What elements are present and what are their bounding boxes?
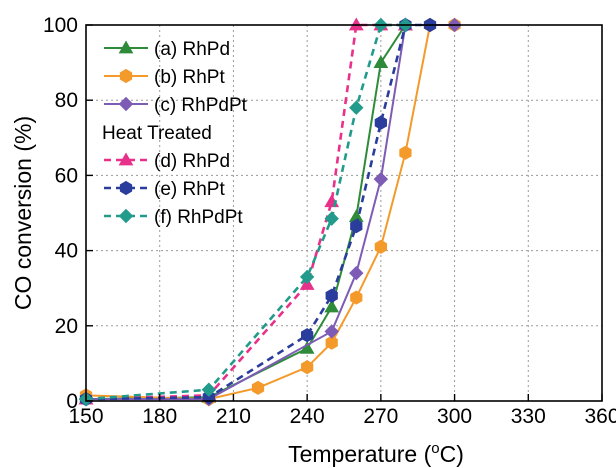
data-point — [350, 290, 363, 305]
y-tick-label: 40 — [55, 240, 78, 263]
data-point — [301, 328, 314, 343]
data-point — [251, 380, 265, 395]
data-point — [324, 324, 339, 339]
x-tick-label: 240 — [290, 405, 325, 428]
legend-label: (e) RhPt — [154, 179, 225, 200]
data-point — [201, 382, 217, 397]
data-point — [325, 335, 338, 350]
series-group — [78, 17, 462, 407]
x-tick-label: 210 — [216, 405, 251, 428]
legend-swatch-marker — [118, 40, 134, 54]
legend-swatch-marker — [118, 152, 134, 166]
data-point — [324, 299, 340, 313]
legend-item: (b) RhPt — [104, 67, 225, 88]
legend-group-title: Heat Treated — [102, 123, 212, 144]
data-point — [348, 17, 364, 31]
series-line — [85, 24, 455, 401]
data-point — [349, 100, 364, 115]
legend-label: (d) RhPd — [154, 151, 230, 172]
x-tick-label: 330 — [511, 405, 546, 428]
legend-swatch-marker — [119, 180, 133, 196]
y-tick-label: 100 — [43, 14, 78, 37]
legend-item: (c) RhPdPt — [104, 95, 248, 116]
x-tick-label: 150 — [68, 405, 103, 428]
legend-swatch-marker — [119, 68, 133, 84]
series-6 — [78, 17, 413, 407]
x-tick-label: 360 — [584, 405, 616, 428]
legend-swatch-marker — [118, 96, 134, 112]
data-point — [349, 265, 364, 281]
data-point — [374, 239, 387, 254]
series-line — [86, 24, 455, 401]
x-tick-label: 180 — [142, 405, 177, 428]
data-point — [374, 115, 387, 130]
data-point — [325, 288, 338, 303]
y-tick-label: 80 — [55, 89, 78, 112]
legend-swatch-marker — [118, 208, 134, 224]
x-axis-label: Temperature (oC) — [288, 440, 464, 467]
y-tick-label: 20 — [55, 315, 78, 338]
legend-label: (f) RhPdPt — [154, 207, 243, 228]
x-tick-label: 300 — [437, 405, 472, 428]
legend-label: (b) RhPt — [154, 67, 225, 88]
y-axis-label: CO conversion (%) — [10, 116, 36, 310]
plot-frame — [85, 24, 603, 402]
data-point — [373, 55, 389, 68]
data-point — [399, 145, 412, 160]
data-point — [324, 211, 339, 226]
y-tick-label: 60 — [55, 164, 78, 187]
legend: Heat Treated (a) RhPd (b) RhPt (c) RhPdPt (d… — [102, 39, 248, 228]
ticks: 150 180 210 240 270 300 330 360 0 20 40 60 80 100 — [43, 14, 616, 428]
legend-item: (e) RhPt — [104, 179, 225, 200]
data-point — [350, 219, 363, 234]
legend-item: (a) RhPd — [104, 39, 230, 60]
data-point — [301, 360, 314, 375]
x-tick-label: 270 — [363, 405, 398, 428]
grid — [86, 25, 602, 401]
legend-item: (f) RhPdPt — [104, 207, 243, 228]
y-tick-label: 0 — [66, 390, 78, 413]
data-point — [299, 269, 315, 285]
legend-label: (a) RhPd — [154, 39, 230, 60]
legend-item: (d) RhPd — [104, 151, 230, 172]
data-point — [373, 171, 389, 187]
legend-label: (c) RhPdPt — [154, 95, 248, 116]
